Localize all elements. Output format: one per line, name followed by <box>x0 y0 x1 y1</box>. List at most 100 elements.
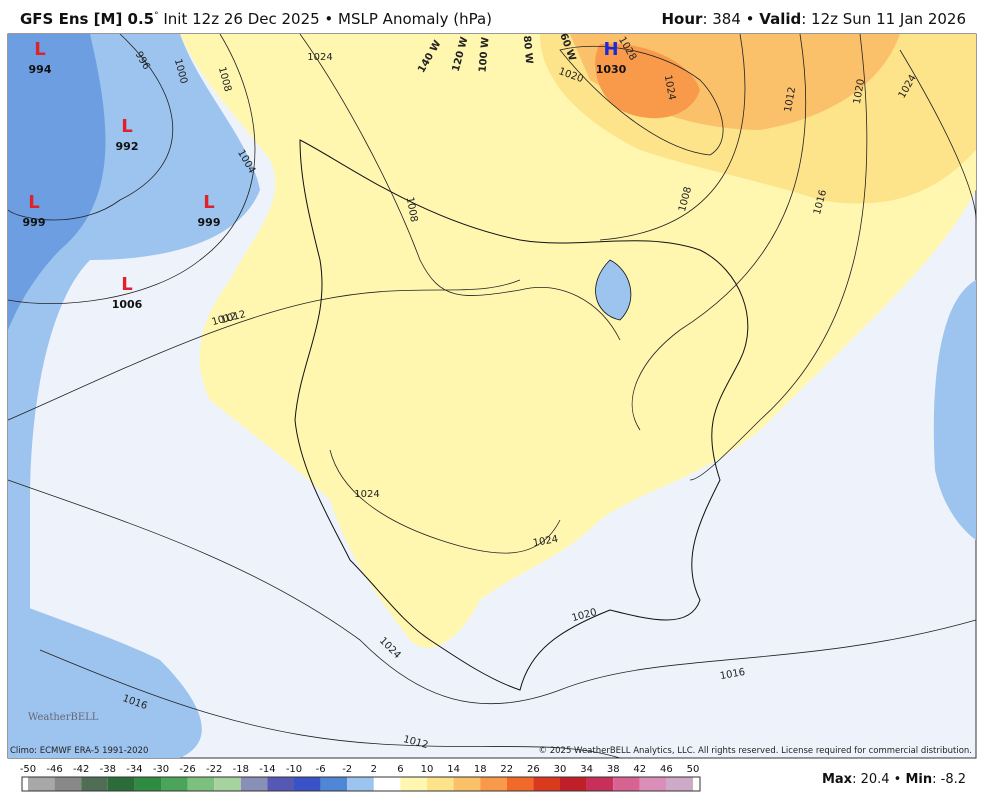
isobar-label: 1008 <box>404 196 419 223</box>
pressure-center-symbol: L <box>121 274 132 295</box>
pressure-center-value: 994 <box>29 63 52 76</box>
pressure-center-value: 1006 <box>112 298 143 311</box>
max-min: Max: 20.4 • Min: -8.2 <box>822 772 966 787</box>
isobar <box>559 45 724 156</box>
isobar-label: 1024 <box>307 52 332 63</box>
isobar-label: 1024 <box>532 534 559 549</box>
colorbar-tick-label: -50 <box>20 764 36 775</box>
isobar <box>39 649 621 759</box>
copyright: © 2025 WeatherBELL Analytics, LLC. All r… <box>538 746 972 756</box>
isobar <box>7 279 521 421</box>
colorbar-tick-label: -6 <box>316 764 326 775</box>
colorbar-tick-label: 50 <box>687 764 700 775</box>
pressure-center-symbol: L <box>203 192 214 213</box>
colorbar-swatch <box>666 777 693 791</box>
colorbar-swatch <box>81 777 108 791</box>
hour-value: : 384 • <box>702 10 760 28</box>
isobar-label: 1016 <box>719 667 746 682</box>
isobar <box>599 33 746 241</box>
longitude-label: 80 W <box>521 35 534 64</box>
pressure-center-value: 999 <box>198 216 221 229</box>
colorbar-tick-label: 26 <box>527 764 540 775</box>
pressure-center-value: 999 <box>23 216 46 229</box>
colorbar-tick-label: 38 <box>607 764 620 775</box>
blue-anomaly-core <box>8 34 106 330</box>
isobar <box>631 33 807 431</box>
valid-value: : 12z Sun 11 Jan 2026 <box>801 10 966 28</box>
colorbar-swatch <box>161 777 188 791</box>
colorbar-tick-label: -26 <box>179 764 195 775</box>
colorbar-swatch <box>347 777 374 791</box>
colorbar-tick-label: -46 <box>46 764 62 775</box>
colorbar-swatch <box>28 777 55 791</box>
colorbar-swatch <box>586 777 614 791</box>
colorbar-tick-label: 2 <box>371 764 377 775</box>
title-rest: Init 12z 26 Dec 2025 • MSLP Anomaly (hPa… <box>158 10 493 28</box>
pressure-center-symbol: L <box>28 192 39 213</box>
colorbar-swatch <box>107 777 135 791</box>
isobar <box>7 33 174 221</box>
colorbar-swatch <box>427 777 454 791</box>
colorbar-tick-label: -22 <box>206 764 222 775</box>
colorbar-tick-label: -30 <box>153 764 169 775</box>
colorbar-swatch <box>187 777 215 791</box>
colorbar-tick-label: 34 <box>580 764 593 775</box>
yellow-anomaly <box>180 34 976 648</box>
colorbar-tick-label: 22 <box>500 764 513 775</box>
isobar <box>7 479 977 705</box>
blue-anomaly-south <box>8 600 202 758</box>
isobars <box>7 33 977 759</box>
min-label: Min <box>905 772 933 787</box>
colorbar-tick-label: 42 <box>633 764 646 775</box>
pressure-center-symbol: H <box>603 39 618 60</box>
colorbar-swatch <box>320 777 348 791</box>
colorbar-swatch <box>506 777 534 791</box>
isobar-label: 1024 <box>662 74 677 101</box>
colorbar-swatch <box>294 777 321 791</box>
blue-anomaly-east <box>933 280 976 540</box>
max-label: Max <box>821 772 853 787</box>
continent-outline <box>294 139 749 691</box>
colorbar-swatch <box>480 777 507 791</box>
max-value: : 20.4 • <box>852 772 906 787</box>
colorbar-tick-label: 14 <box>447 764 460 775</box>
valid-time: Hour: 384 • Valid: 12z Sun 11 Jan 2026 <box>662 10 967 28</box>
longitude-label: 100 W <box>477 37 491 73</box>
isobar <box>689 33 868 481</box>
colorbar-frame <box>21 776 701 792</box>
title-degree: ° <box>154 11 159 21</box>
colorbar-swatch <box>613 777 640 791</box>
colorbar-tick-label: -38 <box>100 764 116 775</box>
logo: WeatherBELL <box>28 712 99 723</box>
isobar <box>899 49 977 221</box>
colorbar-swatch <box>214 777 241 791</box>
pressure-center-value: 1030 <box>596 63 627 76</box>
colorbar-swatch <box>560 777 587 791</box>
isobar <box>329 449 561 554</box>
colorbar-swatch <box>533 777 560 791</box>
colorbar-swatch <box>267 777 294 791</box>
colorbar-tick-label: -34 <box>126 764 142 775</box>
colorbar-tick-label: 30 <box>554 764 567 775</box>
valid-label: Valid <box>759 10 802 28</box>
map-title: GFS Ens [M] 0.5° Init 12z 26 Dec 2025 • … <box>20 10 492 28</box>
colorbar-tick-label: 10 <box>421 764 434 775</box>
colorbar-tick-label: 6 <box>397 764 403 775</box>
min-value: : -8.2 <box>932 772 966 787</box>
isobar-label: 1012 <box>783 86 798 113</box>
isobar <box>7 33 256 304</box>
colorbar-swatch <box>453 777 481 791</box>
climo-note: Climo: ECMWF ERA-5 1991-2020 <box>10 746 149 756</box>
isobar <box>299 33 621 341</box>
colorbar-swatch <box>400 777 427 791</box>
colorbar-swatch <box>134 777 161 791</box>
isobar-label: 1020 <box>852 78 867 105</box>
pressure-center-value: 992 <box>116 140 139 153</box>
hour-label: Hour <box>661 10 703 28</box>
colorbar-swatch <box>373 777 401 791</box>
colorbar-swatch <box>639 777 667 791</box>
colorbar-swatch <box>240 777 268 791</box>
colorbar-tick-label: -42 <box>73 764 89 775</box>
